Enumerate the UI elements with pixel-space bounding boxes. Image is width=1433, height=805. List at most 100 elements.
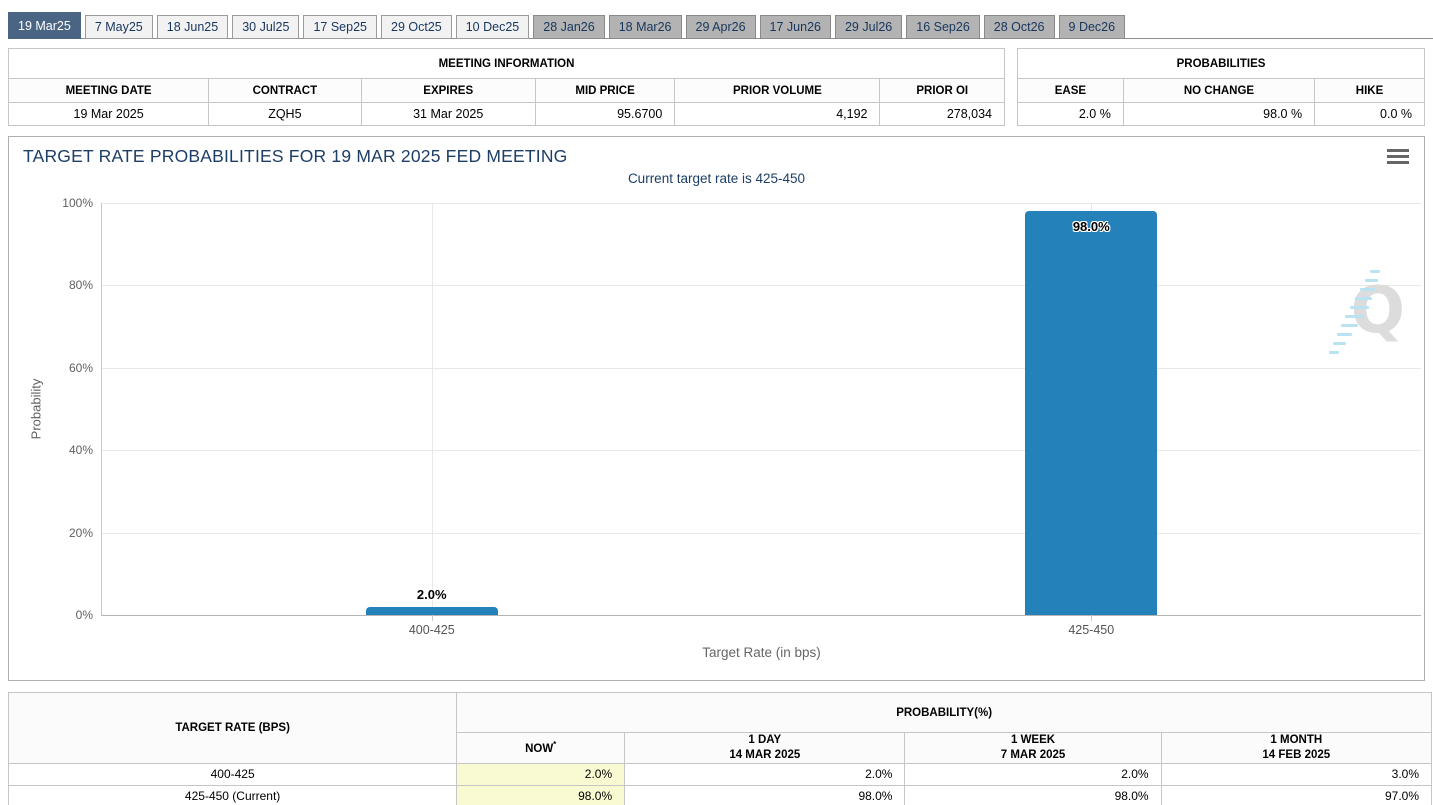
xtick-2 <box>1091 615 1093 621</box>
tab-19-mar25[interactable]: 19 Mar25 <box>8 11 81 39</box>
tab-29-jul26[interactable]: 29 Jul26 <box>834 14 903 39</box>
chart-subtitle: Current target rate is 425-450 <box>627 171 806 186</box>
watermark-dash <box>1333 342 1346 345</box>
watermark-dash <box>1329 351 1339 354</box>
now-cell: 98.0% <box>456 784 626 805</box>
rate-cell: 400-425 <box>7 762 458 786</box>
ease-value: 2.0 % <box>1017 102 1124 126</box>
week-label: 1 WEEK <box>1010 734 1056 746</box>
week-cell: 2.0% <box>904 762 1162 786</box>
now-cell: 2.0% <box>456 762 626 786</box>
hike-value: 0.0 % <box>1314 102 1425 126</box>
ytick-60: 60% <box>68 360 93 375</box>
rate-cell: 425-450 (Current) <box>7 784 458 805</box>
chart-plot-area: 2.0% 98.0% 100% 80% 60% 40% 20% 0% 400-4… <box>29 196 1421 660</box>
target-rate-chart-panel: TARGET RATE PROBABILITIES FOR 19 MAR 202… <box>8 136 1425 681</box>
col-ease: EASE <box>1017 78 1124 103</box>
col-1-day: 1 DAY 14 MAR 2025 <box>624 732 906 764</box>
gridline-60 <box>102 367 1421 369</box>
tab-16-sep26[interactable]: 16 Sep26 <box>906 14 980 39</box>
col-prior-volume: PRIOR VOLUME <box>674 78 881 103</box>
now-asterisk: * <box>553 739 557 749</box>
chart-title: TARGET RATE PROBABILITIES FOR 19 MAR 202… <box>23 146 568 166</box>
gridline-40 <box>102 450 1421 452</box>
month-date: 14 FEB 2025 <box>1262 748 1331 761</box>
watermark-dash <box>1341 324 1358 327</box>
col-no-change: NO CHANGE <box>1122 78 1316 103</box>
meeting-information-title: MEETING INFORMATION <box>8 48 1005 79</box>
prior-oi-value: 278,034 <box>879 102 1005 126</box>
watermark-dash <box>1345 315 1364 318</box>
month-label: 1 MONTH <box>1270 734 1323 746</box>
prior-volume-value: 4,192 <box>674 102 881 126</box>
tab-28-oct26[interactable]: 28 Oct26 <box>983 14 1055 39</box>
bar-label-400-425: 2.0% <box>416 586 447 602</box>
col-expires: EXPIRES <box>360 78 536 103</box>
col-target-rate-bps: TARGET RATE (BPS) <box>7 692 458 764</box>
probabilities-table: PROBABILITIES EASE NO CHANGE HIKE 2.0 % … <box>1017 48 1425 126</box>
x-axis-title: Target Rate (in bps) <box>702 645 821 660</box>
mid-price-value: 95.6700 <box>534 102 676 126</box>
week-date: 7 MAR 2025 <box>1000 748 1066 761</box>
chart-menu-icon[interactable] <box>1387 149 1409 167</box>
watermark-dash <box>1360 288 1375 291</box>
tab-10-dec25[interactable]: 10 Dec25 <box>455 14 530 39</box>
gridline-20 <box>102 532 1421 534</box>
month-cell: 3.0% <box>1160 762 1433 786</box>
tab-18-jun25[interactable]: 18 Jun25 <box>156 14 229 39</box>
bar-425-450[interactable] <box>1025 211 1158 615</box>
month-cell: 97.0% <box>1160 784 1433 805</box>
tab-28-jan26[interactable]: 28 Jan26 <box>533 14 605 39</box>
tab-18-mar26[interactable]: 18 Mar26 <box>608 14 682 39</box>
xtick-1 <box>431 615 433 621</box>
xcat-400-425: 400-425 <box>408 623 455 637</box>
meeting-information-table: MEETING INFORMATION MEETING DATE CONTRAC… <box>7 48 1005 126</box>
ytick-40: 40% <box>68 443 93 458</box>
watermark-dash <box>1337 333 1352 336</box>
table-row: 425-450 (Current) 98.0% 98.0% 98.0% 97.0… <box>7 784 1433 805</box>
meeting-tabs: 19 Mar25 7 May25 18 Jun25 30 Jul25 17 Se… <box>8 8 1433 39</box>
col-contract: CONTRACT <box>208 78 362 103</box>
col-probability-group: PROBABILITY(%) <box>456 692 1432 733</box>
tab-17-jun26[interactable]: 17 Jun26 <box>759 14 831 39</box>
table-row: 400-425 2.0% 2.0% 2.0% 3.0% <box>7 762 1433 786</box>
watermark-dash <box>1350 306 1369 309</box>
watermark-dash <box>1370 270 1380 273</box>
tab-29-apr26[interactable]: 29 Apr26 <box>685 14 756 39</box>
no-change-value: 98.0 % <box>1122 102 1316 126</box>
xcat-425-450: 425-450 <box>1068 623 1115 637</box>
day-label: 1 DAY <box>748 734 782 746</box>
gridline-cat-1 <box>431 203 433 615</box>
summary-tables: MEETING INFORMATION MEETING DATE CONTRAC… <box>7 48 1425 126</box>
gridline-80 <box>102 285 1421 287</box>
meeting-date-value: 19 Mar 2025 <box>7 102 210 126</box>
day-cell: 98.0% <box>624 784 906 805</box>
probabilities-title: PROBABILITIES <box>1017 48 1425 79</box>
tab-30-jul25[interactable]: 30 Jul25 <box>232 14 300 39</box>
ytick-80: 80% <box>68 278 93 293</box>
tab-29-oct25[interactable]: 29 Oct25 <box>381 14 452 39</box>
col-prior-oi: PRIOR OI <box>879 78 1005 103</box>
gridline-100 <box>102 203 1421 204</box>
now-label: NOW <box>525 742 554 755</box>
ytick-100: 100% <box>62 196 93 210</box>
bar-400-425[interactable] <box>365 606 498 615</box>
col-mid-price: MID PRICE <box>534 78 676 103</box>
expires-value: 31 Mar 2025 <box>360 102 536 126</box>
day-date: 14 MAR 2025 <box>729 748 801 761</box>
day-cell: 2.0% <box>624 762 906 786</box>
col-1-month: 1 MONTH 14 FEB 2025 <box>1160 732 1433 764</box>
week-cell: 98.0% <box>904 784 1162 805</box>
watermark-q-letter: Q <box>1350 274 1405 348</box>
tab-17-sep25[interactable]: 17 Sep25 <box>303 14 377 39</box>
ytick-20: 20% <box>68 525 93 540</box>
tab-7-may25[interactable]: 7 May25 <box>84 14 153 39</box>
watermark-dash <box>1355 297 1372 300</box>
watermark-dash <box>1365 279 1378 282</box>
col-hike: HIKE <box>1314 78 1425 103</box>
col-meeting-date: MEETING DATE <box>7 78 210 103</box>
bar-label-425-450: 98.0% <box>1072 219 1110 235</box>
quikstrike-watermark: Q <box>1327 265 1407 360</box>
col-1-week: 1 WEEK 7 MAR 2025 <box>904 732 1162 764</box>
tab-9-dec26[interactable]: 9 Dec26 <box>1058 14 1126 39</box>
